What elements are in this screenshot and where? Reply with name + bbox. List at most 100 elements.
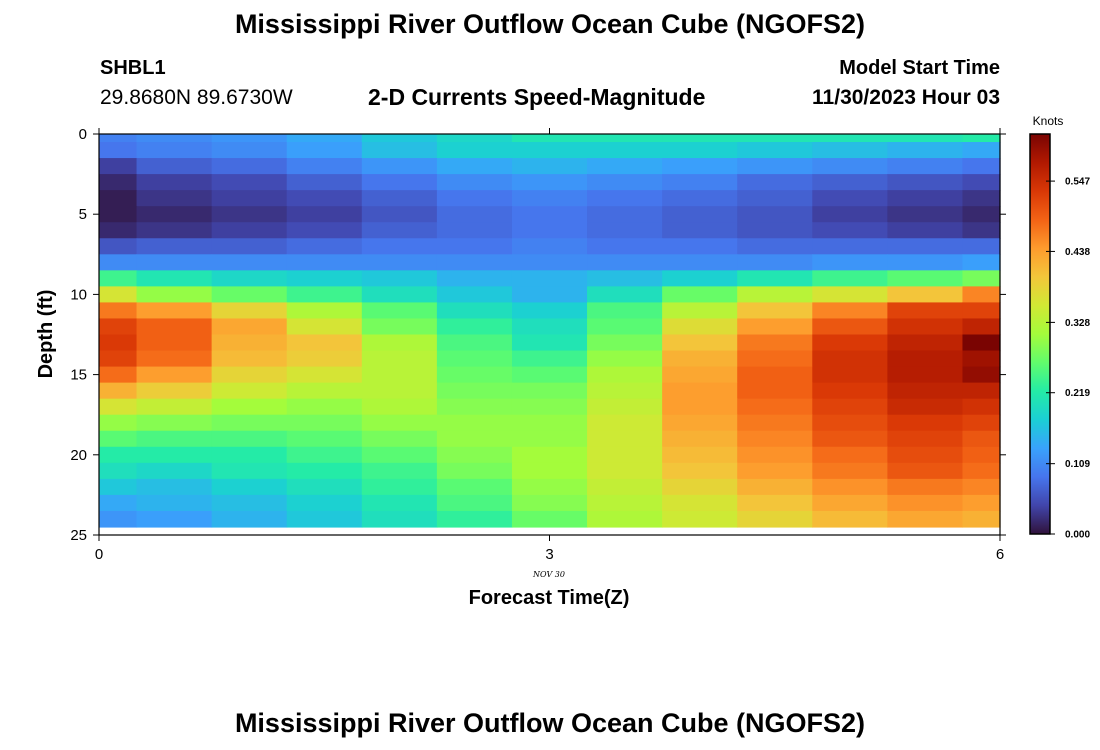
colorbar-tick-label: 0.438 (1065, 247, 1090, 258)
heatmap-cell (962, 318, 1001, 336)
heatmap-cell (887, 350, 964, 368)
heatmap-cell (887, 414, 964, 432)
heatmap-cell (211, 206, 288, 223)
heatmap-cell (511, 510, 588, 528)
heatmap-cell (286, 366, 363, 384)
y-axis-label: Depth (ft) (35, 290, 57, 379)
heatmap-cell (812, 334, 888, 352)
heatmap-cell (211, 494, 288, 512)
heatmap-cell (887, 190, 964, 207)
heatmap-cell (737, 446, 813, 464)
plot-axes: 0 3 6 0 5 10 15 20 25 (70, 126, 1006, 563)
heatmap-cell (662, 190, 738, 207)
x-tick-label: 0 (95, 546, 103, 563)
heatmap-cell (436, 270, 513, 287)
heatmap-cell (436, 446, 513, 464)
heatmap-cell (962, 270, 1001, 287)
heatmap-cell (361, 446, 438, 464)
heatmap-cell (812, 350, 888, 368)
heatmap-cell (962, 222, 1001, 239)
heatmap-cell (737, 254, 813, 271)
heatmap-cell (436, 142, 513, 159)
heatmap-cell (887, 462, 964, 480)
heatmap-cell (887, 174, 964, 191)
heatmap-cell (211, 478, 288, 496)
heatmap-cell (99, 366, 138, 384)
heatmap-cell (962, 494, 1001, 512)
heatmap-cell (737, 494, 813, 512)
heatmap-cell (812, 238, 888, 255)
heatmap-cell (511, 302, 588, 320)
heatmap-cell (136, 190, 213, 207)
heatmap-cell (436, 398, 513, 416)
heatmap-cell (136, 366, 213, 384)
heatmap-cell (436, 334, 513, 352)
heatmap-cell (812, 222, 888, 239)
heatmap-cell (587, 134, 663, 143)
heatmap-cell (962, 190, 1001, 207)
heatmap-cells (99, 134, 1001, 528)
heatmap-cell (286, 286, 363, 304)
heatmap-cell (887, 334, 964, 352)
heatmap-cell (99, 494, 138, 512)
heatmap-cell (737, 318, 813, 336)
heatmap-cell (136, 174, 213, 191)
heatmap-cell (962, 302, 1001, 320)
heatmap-cell (812, 270, 888, 287)
heatmap-cell (662, 142, 738, 159)
heatmap-cell (962, 350, 1001, 368)
heatmap-cell (136, 254, 213, 271)
heatmap-cell (136, 478, 213, 496)
heatmap-cell (511, 206, 588, 223)
heatmap-cell (737, 206, 813, 223)
heatmap-cell (662, 414, 738, 432)
heatmap-cell (99, 238, 138, 255)
heatmap-cell (361, 270, 438, 287)
heatmap-cell (737, 270, 813, 287)
heatmap-cell (286, 238, 363, 255)
heatmap-cell (511, 254, 588, 271)
heatmap-cell (211, 302, 288, 320)
heatmap-cell (962, 366, 1001, 384)
heatmap-cell (511, 366, 588, 384)
heatmap-cell (99, 334, 138, 352)
heatmap-cell (211, 350, 288, 368)
heatmap-cell (587, 190, 663, 207)
heatmap-cell (436, 414, 513, 432)
heatmap-cell (737, 382, 813, 400)
plot-title: 2-D Currents Speed-Magnitude (368, 84, 706, 110)
heatmap-cell (436, 350, 513, 368)
heatmap-cell (136, 430, 213, 448)
heatmap-cell (812, 206, 888, 223)
heatmap-cell (436, 254, 513, 271)
heatmap-cell (286, 254, 363, 271)
heatmap-cell (136, 238, 213, 255)
colorbar-bar (1029, 133, 1051, 535)
heatmap-cell (511, 190, 588, 207)
heatmap-cell (99, 398, 138, 416)
colorbar-tick-label: 0.547 (1065, 177, 1090, 188)
heatmap-cell (511, 478, 588, 496)
colorbar: Knots 0.000 0.109 0.219 0.328 0.438 0.547 (1029, 114, 1090, 541)
heatmap-cell (361, 222, 438, 239)
heatmap-cell (812, 174, 888, 191)
heatmap-cell (361, 334, 438, 352)
heatmap-cell (887, 398, 964, 416)
heatmap-cell (511, 286, 588, 304)
chart-title: Mississippi River Outflow Ocean Cube (NG… (234, 9, 866, 39)
y-tick-label: 0 (79, 126, 87, 143)
heatmap-cell (286, 334, 363, 352)
heatmap-cell (812, 158, 888, 175)
heatmap-cell (737, 174, 813, 191)
heatmap-cell (286, 446, 363, 464)
heatmap-cell (812, 286, 888, 304)
heatmap-cell (812, 446, 888, 464)
heatmap-cell (662, 430, 738, 448)
heatmap-cell (211, 398, 288, 416)
heatmap-cell (662, 238, 738, 255)
heatmap-cell (361, 190, 438, 207)
heatmap-cell (286, 174, 363, 191)
heatmap-cell (286, 270, 363, 287)
heatmap-cell (361, 302, 438, 320)
heatmap-cell (511, 134, 588, 143)
